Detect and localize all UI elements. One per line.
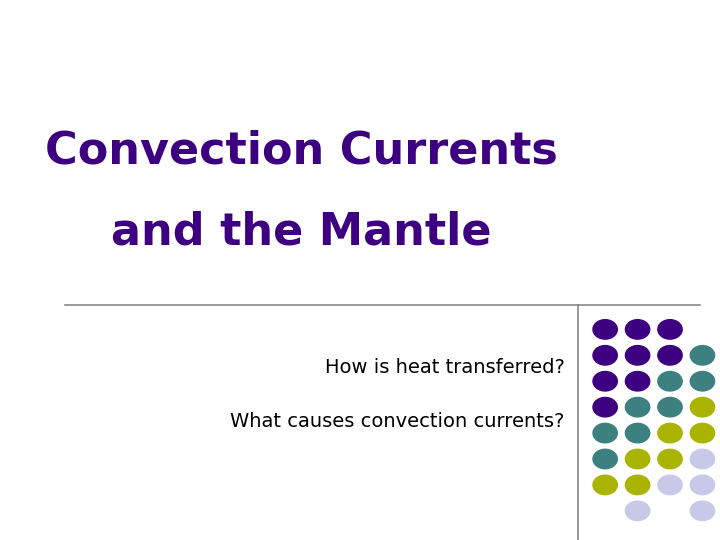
Circle shape xyxy=(593,449,617,469)
Circle shape xyxy=(690,372,714,391)
Circle shape xyxy=(593,372,617,391)
Circle shape xyxy=(593,346,617,365)
Text: What causes convection currents?: What causes convection currents? xyxy=(230,411,564,431)
Text: How is heat transferred?: How is heat transferred? xyxy=(325,357,564,377)
Circle shape xyxy=(690,475,714,495)
Text: and the Mantle: and the Mantle xyxy=(111,211,491,254)
Circle shape xyxy=(690,397,714,417)
Circle shape xyxy=(658,423,682,443)
Circle shape xyxy=(626,397,649,417)
Circle shape xyxy=(593,397,617,417)
Circle shape xyxy=(626,372,649,391)
Circle shape xyxy=(626,423,649,443)
Text: Convection Currents: Convection Currents xyxy=(45,130,557,173)
Circle shape xyxy=(626,449,649,469)
Circle shape xyxy=(690,449,714,469)
Circle shape xyxy=(593,423,617,443)
Circle shape xyxy=(658,372,682,391)
Circle shape xyxy=(690,501,714,521)
Circle shape xyxy=(593,320,617,339)
Circle shape xyxy=(690,423,714,443)
Circle shape xyxy=(626,475,649,495)
Circle shape xyxy=(658,397,682,417)
Circle shape xyxy=(626,346,649,365)
Circle shape xyxy=(658,346,682,365)
Circle shape xyxy=(658,475,682,495)
Circle shape xyxy=(658,320,682,339)
Circle shape xyxy=(593,475,617,495)
Circle shape xyxy=(626,320,649,339)
Circle shape xyxy=(658,449,682,469)
Circle shape xyxy=(690,346,714,365)
Circle shape xyxy=(626,501,649,521)
